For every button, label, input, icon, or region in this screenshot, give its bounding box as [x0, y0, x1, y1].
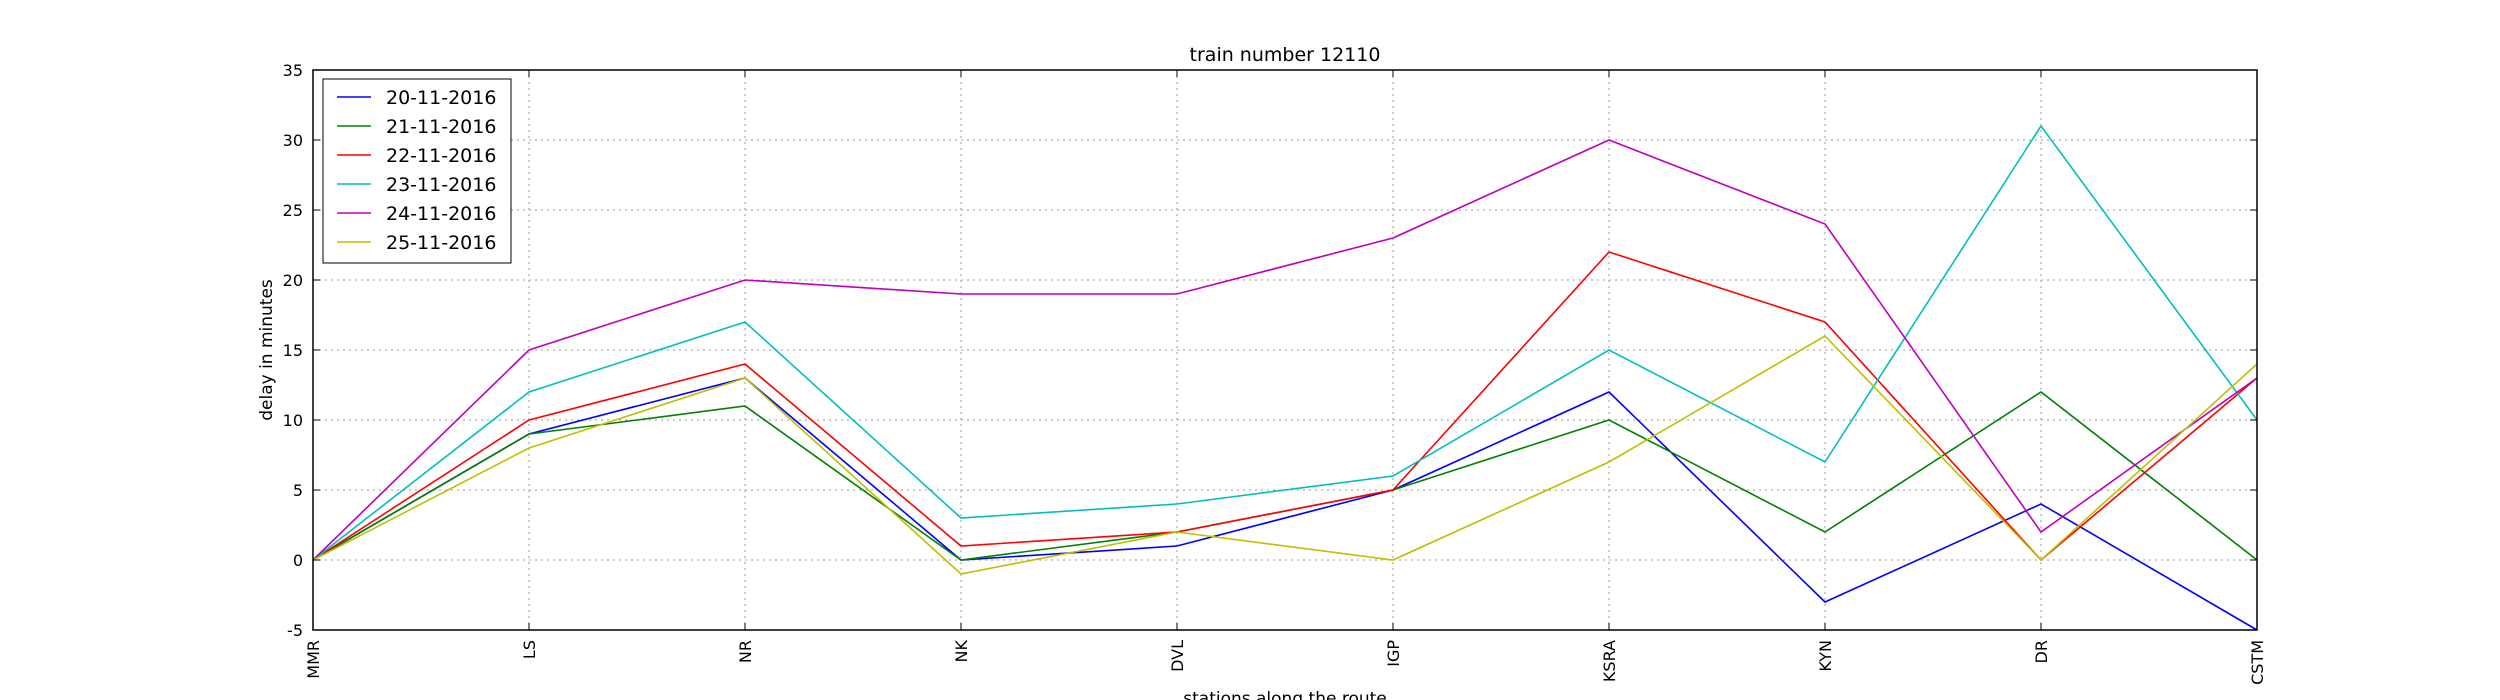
chart-title: train number 12110 [1190, 44, 1381, 66]
y-tick-label: 5 [293, 481, 303, 500]
y-tick-label: 15 [283, 341, 303, 360]
series-line [312, 251, 2258, 562]
y-tick-label: 30 [283, 131, 303, 150]
series-line [312, 139, 2258, 561]
legend-label: 22-11-2016 [386, 145, 496, 167]
legend-label: 20-11-2016 [386, 87, 496, 109]
series-line [312, 334, 2258, 575]
x-tick-label: MMR [304, 640, 323, 679]
x-tick-label: KSRA [1600, 640, 1619, 682]
x-axis-label: stations along the route [1183, 689, 1387, 700]
x-tick-label: LS [520, 640, 539, 659]
series-line [312, 377, 2258, 631]
legend-label: 24-11-2016 [386, 203, 496, 225]
y-tick-label: 10 [283, 411, 303, 430]
y-tick-label: 0 [293, 551, 303, 570]
x-tick-label: NR [736, 640, 755, 663]
x-tick-label: DR [2032, 640, 2051, 663]
series-line [312, 124, 2258, 561]
y-axis-ticks: -5 0 5 10 15 20 25 30 35 [283, 61, 2257, 640]
legend-box [322, 78, 512, 264]
x-tick-label: IGP [1384, 640, 1403, 667]
legend-label: 25-11-2016 [386, 232, 496, 254]
legend-label: 21-11-2016 [386, 116, 496, 138]
series-lines [312, 124, 2258, 631]
x-axis-ticks: MMR LS NR NK DVL IGP KSRA KYN DR CSTM [304, 70, 2267, 685]
legend: 20-11-2016 21-11-2016 22-11-2016 23-11-2016… [322, 78, 512, 264]
y-tick-label: -5 [287, 621, 303, 640]
x-tick-label: NK [952, 640, 971, 663]
y-axis-label: delay in minutes [257, 279, 277, 421]
y-tick-label: 25 [283, 201, 303, 220]
x-tick-label: KYN [1816, 640, 1835, 672]
x-tick-label: DVL [1168, 640, 1187, 672]
y-tick-label: 20 [283, 271, 303, 290]
legend-label: 23-11-2016 [386, 174, 496, 196]
y-tick-label: 35 [283, 61, 303, 80]
x-tick-label: CSTM [2248, 640, 2267, 685]
